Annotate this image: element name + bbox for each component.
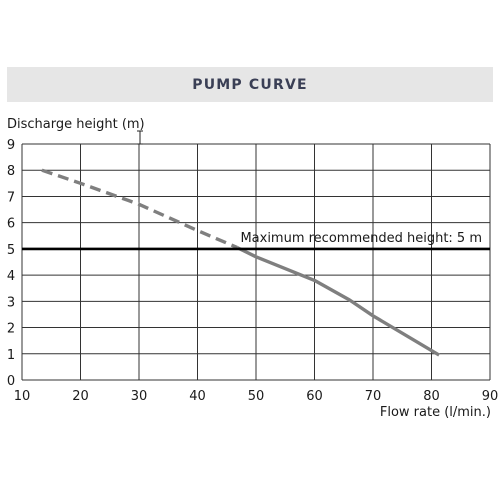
tick-labels: 10 20 30 40 50 60 70 80 90 0 1 2 3 4 5 6 7 8 9 <box>7 138 498 404</box>
x-tick-label: 80 <box>423 389 440 404</box>
y-tick-label: 1 <box>7 348 15 363</box>
x-tick-label: 60 <box>306 389 323 404</box>
y-tick-label: 0 <box>7 374 15 389</box>
y-tick-label: 2 <box>7 322 15 337</box>
y-tick-label: 5 <box>7 243 15 258</box>
y-axis-label: Discharge height (m) <box>7 117 145 132</box>
x-axis-label: Flow rate (l/min.) <box>380 405 491 420</box>
reference-line-label: Maximum recommended height: 5 m <box>240 231 482 246</box>
y-tick-label: 3 <box>7 295 15 310</box>
x-tick-label: 20 <box>72 389 89 404</box>
chart-title: PUMP CURVE <box>192 76 308 93</box>
y-tick-label: 8 <box>7 164 15 179</box>
y-tick-label: 9 <box>7 138 15 153</box>
y-tick-label: 7 <box>7 190 15 205</box>
x-tick-label: 30 <box>131 389 148 404</box>
x-tick-label: 90 <box>482 389 499 404</box>
chart-title-band: PUMP CURVE <box>7 67 493 102</box>
series-line-dashed <box>41 168 238 250</box>
x-tick-label: 40 <box>189 389 206 404</box>
chart-series <box>41 168 440 357</box>
text-cursor-icon <box>137 130 143 145</box>
y-tick-label: 4 <box>7 269 15 284</box>
y-tick-label: 6 <box>7 217 15 232</box>
series-line-solid <box>236 246 440 357</box>
chart-grid <box>21 143 491 381</box>
x-tick-label: 70 <box>365 389 382 404</box>
x-tick-label: 50 <box>248 389 265 404</box>
x-tick-label: 10 <box>14 389 31 404</box>
